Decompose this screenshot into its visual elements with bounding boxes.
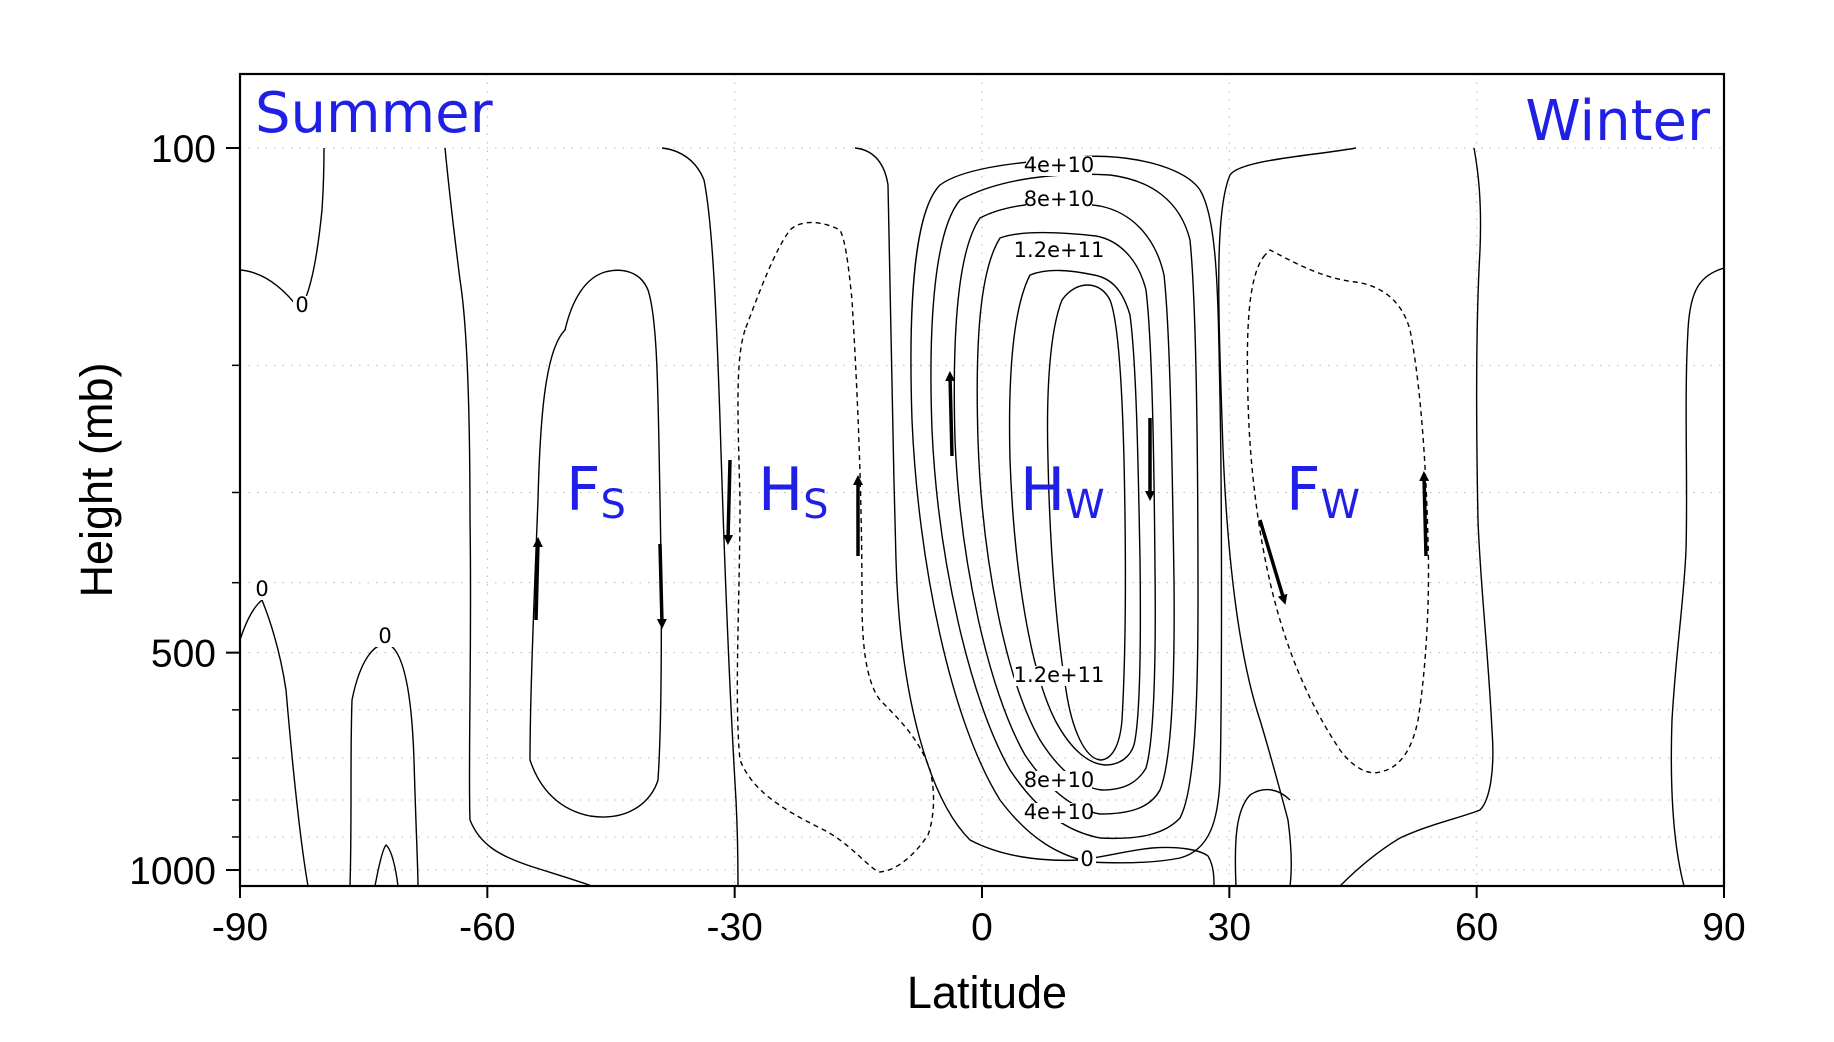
contour-hadley-winter-3	[976, 231, 1156, 791]
contour-labels: 4e+10 8e+10 1.2e+11 1.2e+11 8e+10 4e+10 0 0 0 0	[253, 153, 1104, 871]
contour-label: 1.2e+11	[1014, 663, 1105, 687]
x-tick-label: 0	[971, 906, 993, 949]
contour-label-bg	[1014, 241, 1104, 261]
x-tick-label: 90	[1702, 906, 1745, 949]
contour-lines	[240, 147, 1724, 886]
y-axis: 100 500 1000	[129, 128, 240, 893]
winter-label: Winter	[1525, 89, 1711, 154]
contour-zero-winter-small	[1234, 788, 1291, 886]
x-tick-label: -90	[212, 906, 268, 949]
contour-label: 0	[1080, 847, 1093, 871]
contour-hadley-summer	[736, 221, 935, 873]
contour-label: 0	[255, 577, 268, 601]
circulation-arrow-up	[1419, 471, 1430, 557]
x-axis: -90 -60 -30 0 30 60 90	[212, 886, 1746, 949]
x-tick-label: 30	[1208, 906, 1251, 949]
contour-zero-ferrel-winter	[1218, 147, 1357, 886]
contour-label: 0	[378, 624, 391, 648]
contour-ferrel-winter	[1246, 249, 1430, 774]
summer-label: Summer	[255, 81, 494, 146]
contour-label: 0	[295, 293, 308, 317]
x-tick-label: -30	[706, 906, 762, 949]
contour-ferrel-summer	[529, 269, 663, 818]
x-axis-title: Latitude	[907, 967, 1067, 1018]
y-tick-label: 1000	[129, 850, 216, 893]
circulation-arrow-down	[723, 459, 734, 545]
contour-label-bg	[376, 627, 394, 647]
contour-zero-central	[854, 147, 1215, 886]
contour-label-bg	[253, 580, 271, 600]
contour-label-bg	[1026, 771, 1092, 791]
contour-label: 1.2e+11	[1014, 238, 1105, 262]
contour-zero-left-bottom	[240, 598, 309, 886]
contour-hadley-winter-0	[910, 155, 1223, 864]
cell-label: FS	[566, 455, 626, 528]
contour-zero-between-cells	[661, 147, 739, 886]
y-axis-title: Height (mb)	[71, 362, 122, 597]
cell-label: HS	[758, 455, 829, 528]
x-tick-label: -60	[459, 906, 515, 949]
y-tick-label: 500	[151, 633, 216, 676]
cell-labels: FS HS HW FW	[566, 455, 1360, 528]
contour-hadley-winter-4	[1008, 269, 1142, 766]
circulation-arrow-up	[945, 371, 956, 457]
plot-frame	[238, 72, 1726, 888]
contour-label-bg	[1026, 803, 1092, 823]
contour-zero-left-top	[240, 147, 325, 312]
contour-label-bg	[293, 296, 311, 316]
cell-label: FW	[1286, 455, 1360, 528]
contour-hadley-winter-5	[1046, 284, 1127, 761]
circulation-arrow-down	[656, 543, 667, 629]
cell-label: HW	[1020, 455, 1105, 528]
x-tick-label: 60	[1455, 906, 1498, 949]
circulation-arrow-down	[1258, 519, 1288, 605]
contour-label: 4e+10	[1024, 800, 1095, 824]
contour-zero-right-polar	[1670, 267, 1724, 886]
grid	[240, 74, 1724, 886]
contour-label-bg	[1014, 666, 1104, 686]
contour-hadley-winter-2	[953, 202, 1175, 815]
contour-zero-left-small	[374, 844, 399, 886]
circulation-arrows	[532, 371, 1430, 629]
contour-label-bg	[1078, 850, 1096, 870]
contour-zero-ferrel-summer	[444, 147, 593, 886]
contour-label: 8e+10	[1024, 187, 1095, 211]
contour-hadley-winter-1	[930, 173, 1199, 840]
contour-label: 8e+10	[1024, 768, 1095, 792]
contour-zero-winter-bottom	[1339, 147, 1494, 886]
y-tick-label: 100	[151, 128, 216, 171]
contour-label-bg	[1026, 190, 1092, 210]
contour-label-bg	[1026, 156, 1092, 176]
contour-label: 4e+10	[1024, 153, 1095, 177]
circulation-arrow-up	[532, 537, 543, 621]
